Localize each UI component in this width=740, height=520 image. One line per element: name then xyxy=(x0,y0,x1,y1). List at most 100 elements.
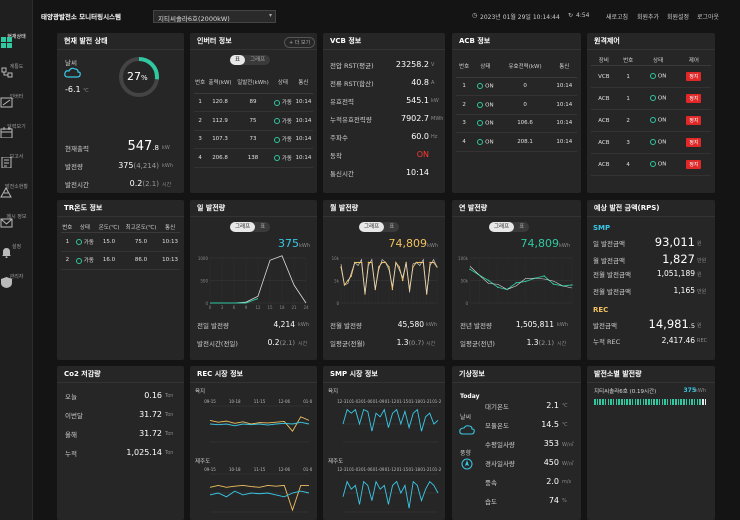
market-series-line xyxy=(209,416,310,432)
y-tick-label: 10k xyxy=(332,256,340,261)
table-cell: 107.3 xyxy=(206,130,234,149)
daily-row-number: 4,214 xyxy=(273,320,295,329)
more-button[interactable]: + 더 보기 xyxy=(284,37,316,48)
cell-text: 1 xyxy=(626,73,630,80)
yearly-tab-graph[interactable]: 그래프 xyxy=(489,222,515,232)
today-series-line xyxy=(210,298,259,304)
temperature-value: -6.1 xyxy=(65,85,81,94)
table-cell: 2 xyxy=(61,251,74,270)
sidebar-item-5[interactable]: 발전소현황 xyxy=(0,183,33,211)
status-on-icon xyxy=(477,120,484,126)
column-header: 상태 xyxy=(272,71,294,94)
logout-button[interactable]: 로그아웃 xyxy=(697,14,720,21)
add-member-button[interactable]: 회원추가 xyxy=(637,14,660,21)
sidebar-item-7[interactable]: 설정 xyxy=(0,243,33,271)
data-point xyxy=(524,280,527,283)
tr-title: TR온도 정보 xyxy=(57,200,184,217)
monthly-tab-table[interactable]: 표 xyxy=(389,224,395,230)
today-label: Today xyxy=(460,393,480,400)
x-tick-label: 01-06 xyxy=(361,399,373,404)
data-point xyxy=(415,261,418,264)
sidebar-item-8[interactable]: 관리자 xyxy=(0,273,33,301)
sidebar-item-1[interactable]: 계통도 xyxy=(0,63,33,91)
daily-row-label: 발전시간(전일) xyxy=(197,340,238,348)
status-row-value: 547.8 xyxy=(127,139,159,154)
tab-table[interactable]: 표 xyxy=(230,55,246,65)
wind-label: 풍향 xyxy=(460,450,472,457)
table-row: ACB 4 ON 정지 xyxy=(591,153,711,176)
data-point xyxy=(378,266,380,268)
monthly-tab-graph[interactable]: 그래프 xyxy=(359,222,385,232)
cell-text: 120.8 xyxy=(212,99,228,106)
rec-row-label: 누적 REC xyxy=(593,338,621,346)
table-cell: 10:13 xyxy=(160,251,180,270)
vcb-row-number: 10:14 xyxy=(405,168,429,177)
member-settings-button[interactable]: 회원설정 xyxy=(667,14,690,21)
status-on-icon xyxy=(649,95,656,102)
daily-title: 일 발전량 xyxy=(190,200,317,217)
monthly-row-unit: 시간 xyxy=(426,341,436,347)
yearly-tab-table[interactable]: 표 xyxy=(519,224,525,230)
vcb-row-label: 통신시간 xyxy=(330,170,354,178)
sidebar-item-2[interactable]: 인버터 xyxy=(0,93,33,121)
daily-tab-table[interactable]: 표 xyxy=(260,224,266,230)
x-tick-label: 01-03 xyxy=(349,467,361,472)
column-header: 번호 xyxy=(61,222,74,233)
cell-text: 206.8 xyxy=(212,154,228,161)
sidebar-item-3[interactable]: 달력보기 xyxy=(0,123,33,151)
vcb-row-value: 40.8 xyxy=(411,78,429,87)
status-row-label: 발전시간 xyxy=(65,181,89,189)
stop-button[interactable]: 정지 xyxy=(686,116,702,125)
table-cell: 16.0 xyxy=(96,251,122,270)
yearly-toggle: 그래프 표 xyxy=(489,222,530,232)
cell-text: 10:14 xyxy=(295,117,312,124)
rec-row-number: 2,417.46 xyxy=(661,336,695,345)
stop-button[interactable]: 정지 xyxy=(686,138,702,147)
stop-button[interactable]: 정지 xyxy=(686,94,702,103)
sidebar-item-4[interactable]: 보고서 xyxy=(0,153,33,181)
status-row-sub: (2.1) xyxy=(142,180,159,188)
table-cell: 가동 xyxy=(272,148,294,168)
table-cell: 10:14 xyxy=(293,93,313,112)
smp-row-label: 전월 발전금액 xyxy=(593,271,631,279)
status-on-icon xyxy=(75,239,82,246)
smp-row-value: 93,011 xyxy=(655,235,695,249)
data-point xyxy=(343,284,346,286)
daily-row-number: 0.2 xyxy=(267,338,280,347)
sidebar-item-0[interactable]: 현재상태 xyxy=(0,33,33,61)
table-cell: ON xyxy=(639,87,677,110)
cell-text: ON xyxy=(485,139,494,145)
weather-row-number: 353 xyxy=(543,439,559,448)
cell-text: 10:14 xyxy=(556,120,573,127)
data-point xyxy=(405,261,407,264)
site-select[interactable]: 지티씨솔라6호(2000kW) ▾ xyxy=(153,10,276,23)
status-on-icon xyxy=(273,155,280,162)
status-on-icon xyxy=(649,139,656,146)
cell-text: 2 xyxy=(65,257,70,264)
progress-segment xyxy=(699,399,701,405)
stop-button[interactable]: 정지 xyxy=(686,160,702,169)
y-tick-label: 1000 xyxy=(198,256,209,261)
stop-button[interactable]: 정지 xyxy=(686,72,702,81)
status-on-icon xyxy=(477,83,484,89)
tab-graph[interactable]: 그래프 xyxy=(250,57,266,63)
x-tick-label: 12-06 xyxy=(278,467,290,472)
y-tick-label: 0 xyxy=(336,301,339,306)
column-header: 통신 xyxy=(551,55,577,78)
status-row-label: 현재출력 xyxy=(65,145,89,153)
refresh-button[interactable]: 새로고침 xyxy=(606,14,629,21)
yearly-big-unit: kWh xyxy=(558,243,570,249)
x-tick-label: 01-21 xyxy=(420,467,432,472)
table-cell: 86.0 xyxy=(121,251,161,270)
sidebar-item-label: 발전소현황 xyxy=(4,184,28,190)
vcb-row-value: ON xyxy=(417,150,429,159)
cell-text: ON xyxy=(485,102,494,108)
cell-text: ACB xyxy=(598,139,610,146)
table-cell: 10:14 xyxy=(551,77,577,96)
progress-segment xyxy=(653,399,655,405)
sidebar-item-6[interactable]: 메시 정보 xyxy=(0,213,33,241)
column-header: 장비 xyxy=(591,55,617,66)
status-row-number: 0.2 xyxy=(129,179,143,188)
progress-segment xyxy=(604,399,607,405)
daily-tab-graph[interactable]: 그래프 xyxy=(230,222,256,232)
